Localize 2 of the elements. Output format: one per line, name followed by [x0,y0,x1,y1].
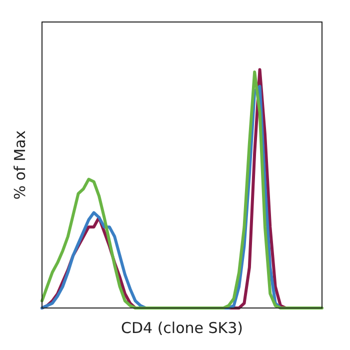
x-axis-title: CD4 (clone SK3) [120,318,244,337]
y-axis-title: % of Max [10,130,29,200]
